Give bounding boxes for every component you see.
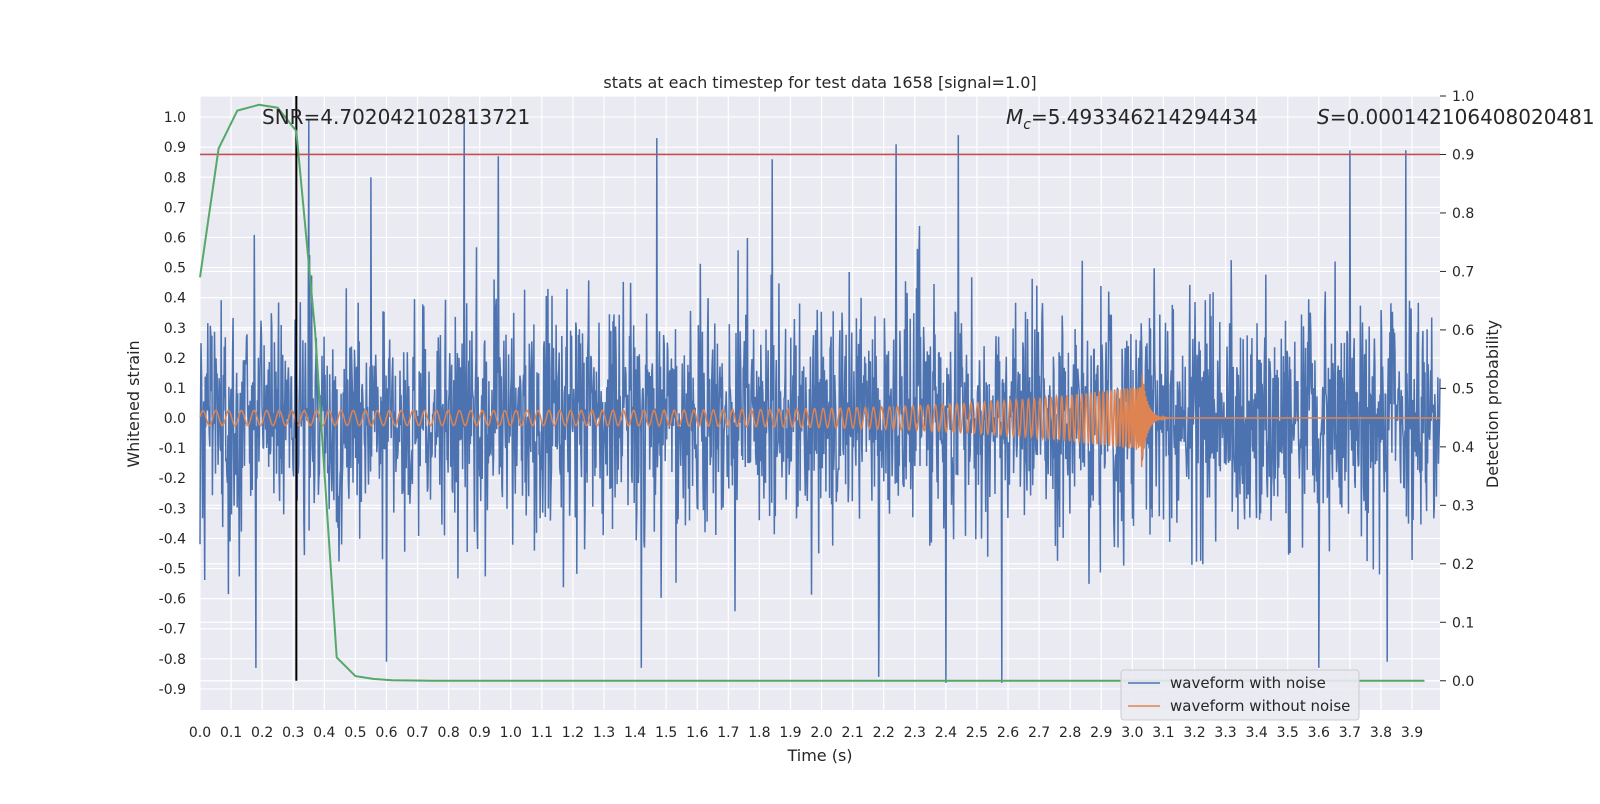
waveform-without-noise-line (199, 374, 1440, 468)
x-tick-label: 2.0 (810, 725, 832, 741)
x-tick-label: 3.2 (1183, 725, 1205, 741)
x-tick-label: 2.3 (904, 725, 926, 741)
mc-symbol: M (1006, 105, 1023, 129)
reference-lines (200, 96, 1440, 681)
y-tick-label: 0.1 (164, 381, 186, 397)
s-annotation: S=0.000142106408020481 (1317, 105, 1595, 129)
y2-axis-label: Detection probability (1483, 320, 1502, 488)
x-tick-label: 3.3 (1214, 725, 1236, 741)
x-tick-label: 3.6 (1308, 725, 1330, 741)
y-tick-label: 0.6 (164, 230, 186, 246)
s-value: =0.000142106408020481 (1330, 105, 1595, 129)
snr-annotation: SNR=4.702042102813721 (262, 105, 530, 129)
y-tick-label: 0.8 (164, 170, 186, 186)
y2-tick-label: 1.0 (1452, 89, 1474, 105)
x-tick-label: 2.7 (1028, 725, 1050, 741)
x-tick-label: 0.7 (406, 725, 428, 741)
x-tick-label: 0.3 (282, 725, 304, 741)
y-tick-label: -0.5 (159, 562, 186, 578)
x-tick-label: 1.6 (686, 725, 708, 741)
x-tick-label: 1.5 (655, 725, 677, 741)
x-tick-label: 2.8 (1059, 725, 1081, 741)
mc-annotation: Mc=5.493346214294434 (1006, 105, 1258, 133)
x-tick-label: 3.4 (1246, 725, 1268, 741)
x-tick-label: 3.0 (1121, 725, 1143, 741)
x-tick-label: 0.4 (313, 725, 335, 741)
mc-subscript: c (1023, 117, 1031, 133)
x-tick-label: 2.2 (873, 725, 895, 741)
x-tick-label: 2.4 (935, 725, 957, 741)
x-tick-label: 0.5 (344, 725, 366, 741)
y2-tick-label: 0.2 (1452, 557, 1474, 573)
y2-tick-label: 0.8 (1452, 206, 1474, 222)
y-tick-label: -0.9 (159, 682, 186, 698)
x-tick-label: 0.1 (220, 725, 242, 741)
x-tick-label: 0.2 (251, 725, 273, 741)
y-axis-ticks: 1.0 0.9 0.8 0.7 0.6 0.5 0.4 0.3 0.2 0.1 0.0 -0.1 -0.… (159, 110, 186, 698)
x-tick-label: 2.5 (966, 725, 988, 741)
x-tick-label: 1.8 (748, 725, 770, 741)
chart-title: stats at each timestep for test data 165… (603, 73, 1036, 92)
y-tick-label: -0.7 (159, 622, 186, 638)
y-axis-label: Whitened strain (124, 340, 143, 467)
x-tick-label: 1.7 (717, 725, 739, 741)
x-tick-label: 2.9 (1090, 725, 1112, 741)
x-tick-label: 2.6 (997, 725, 1019, 741)
grid (199, 95, 1440, 710)
y-tick-label: -0.3 (159, 501, 186, 517)
y2-tick-label: 0.0 (1452, 674, 1474, 690)
x-tick-label: 1.9 (779, 725, 801, 741)
x-tick-label: 0.9 (469, 725, 491, 741)
y-tick-label: 0.9 (164, 140, 186, 156)
x-tick-label: 3.7 (1339, 725, 1361, 741)
s-symbol: S (1317, 105, 1330, 129)
y2-tick-label: 0.7 (1452, 264, 1474, 280)
y-tick-label: -0.4 (159, 531, 186, 547)
x-tick-label: 1.1 (531, 725, 553, 741)
y-tick-label: 0.2 (164, 351, 186, 367)
legend: waveform with noise waveform without noi… (1120, 669, 1360, 721)
detection-probability-line (199, 103, 1425, 682)
x-tick-label: 0.6 (375, 725, 397, 741)
x-tick-label: 3.1 (1152, 725, 1174, 741)
legend-label-clean: waveform without noise (1170, 697, 1350, 715)
legend-box (1120, 669, 1360, 721)
x-tick-label: 1.3 (593, 725, 615, 741)
y-tick-label: 0.5 (164, 261, 186, 277)
y2-tick-label: 0.6 (1452, 323, 1474, 339)
x-tick-label: 3.9 (1401, 725, 1423, 741)
x-tick-label: 3.5 (1277, 725, 1299, 741)
series-detection-probability (199, 103, 1425, 682)
x-tick-label: 3.8 (1370, 725, 1392, 741)
x-tick-label: 0.0 (189, 725, 211, 741)
y2-tick-label: 0.1 (1452, 615, 1474, 631)
x-axis-label: Time (s) (786, 746, 852, 765)
x-tick-label: 1.4 (624, 725, 646, 741)
y2-tick-label: 0.4 (1452, 440, 1474, 456)
x-axis-ticks: 0.0 0.1 0.2 0.3 0.4 0.5 0.6 0.7 0.8 0.9 1.0 1.1 1.2 1… (189, 725, 1423, 741)
y-tick-label: 0.4 (164, 291, 186, 307)
series-waveform-without-noise (199, 374, 1440, 468)
y-tick-label: -0.8 (159, 652, 186, 668)
y-tick-label: 0.3 (164, 321, 186, 337)
mc-value: =5.493346214294434 (1031, 105, 1258, 129)
y2-tick-label: 0.3 (1452, 498, 1474, 514)
y-tick-label: -0.6 (159, 592, 186, 608)
y-tick-label: -0.1 (159, 441, 186, 457)
y-tick-label: -0.2 (159, 471, 186, 487)
x-tick-label: 2.1 (841, 725, 863, 741)
y-tick-label: 1.0 (164, 110, 186, 126)
x-tick-label: 1.0 (500, 725, 522, 741)
y-tick-label: 0.0 (164, 411, 186, 427)
y2-tick-label: 0.9 (1452, 147, 1474, 163)
y2-tick-label: 0.5 (1452, 381, 1474, 397)
y2-axis-ticks: 1.0 0.9 0.8 0.7 0.6 0.5 0.4 0.3 0.2 0.1 0.0 (1440, 89, 1474, 690)
y-tick-label: 0.7 (164, 200, 186, 216)
legend-label-noise: waveform with noise (1170, 674, 1326, 692)
x-tick-label: 0.8 (437, 725, 459, 741)
x-tick-label: 1.2 (562, 725, 584, 741)
